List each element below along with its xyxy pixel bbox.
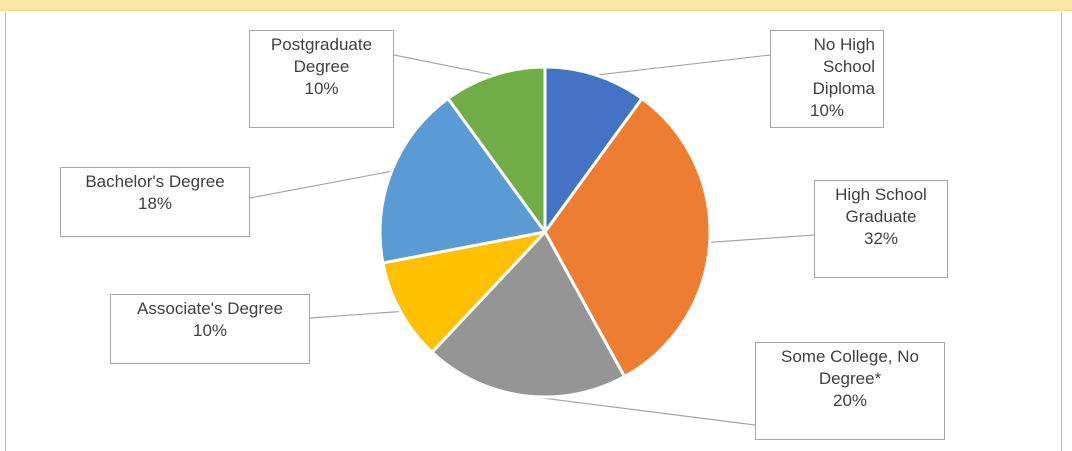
data-label-some-college-no-degree: Some College, No Degree* 20% [755,342,945,440]
pie-slice-associate-s-degree [381,230,547,354]
pie-slice-some-college-no-degree [430,230,626,399]
right-border [1061,12,1062,451]
data-label-line: Graduate [845,207,917,226]
pie-slice-postgraduate-degree [446,65,547,234]
data-label-postgraduate-degree: Postgraduate Degree 10% [249,30,394,128]
data-label-line: Degree* [818,369,882,388]
leader-line-high-school-graduate [709,234,815,243]
data-label-line: Bachelor's Degree [85,172,225,191]
leader-line-postgraduate-degree [393,54,495,76]
data-label-line: Associate's Degree [137,299,283,318]
data-label-percent: 20% [832,391,868,410]
data-label-line: Some College, No [781,347,919,366]
data-label-percent: 18% [137,194,173,213]
data-label-percent: 32% [863,229,899,248]
data-label-percent: 10% [304,79,339,98]
top-banner [0,0,1072,11]
data-label-bachelors-degree: Bachelor's Degree 18% [60,167,250,237]
data-label-line: High School [835,185,927,204]
leader-line-associate-s-degree [309,310,401,319]
pie-slice-no-high-school-diploma [543,65,644,234]
pie-slice-high-school-graduate [543,97,712,379]
data-label-line: No High School [813,35,875,76]
leader-line-bachelor-s-degree [249,170,392,199]
data-label-line: Diploma [812,79,875,98]
data-label-line: Postgraduate [270,35,373,54]
data-label-percent: 10% [809,101,845,120]
pie-slice-bachelor-s-degree [378,97,547,265]
leader-line-no-high-school-diploma [595,54,771,76]
data-label-line: Degree [293,57,350,76]
data-label-associates-degree: Associate's Degree 10% [110,294,310,364]
data-label-high-school-graduate: High School Graduate 32% [814,180,948,278]
data-label-no-high-school-diploma: No High School Diploma 10% [770,30,884,128]
leader-line-some-college-no-degree [524,395,756,426]
left-border [5,12,6,451]
data-label-percent: 10% [192,321,228,340]
